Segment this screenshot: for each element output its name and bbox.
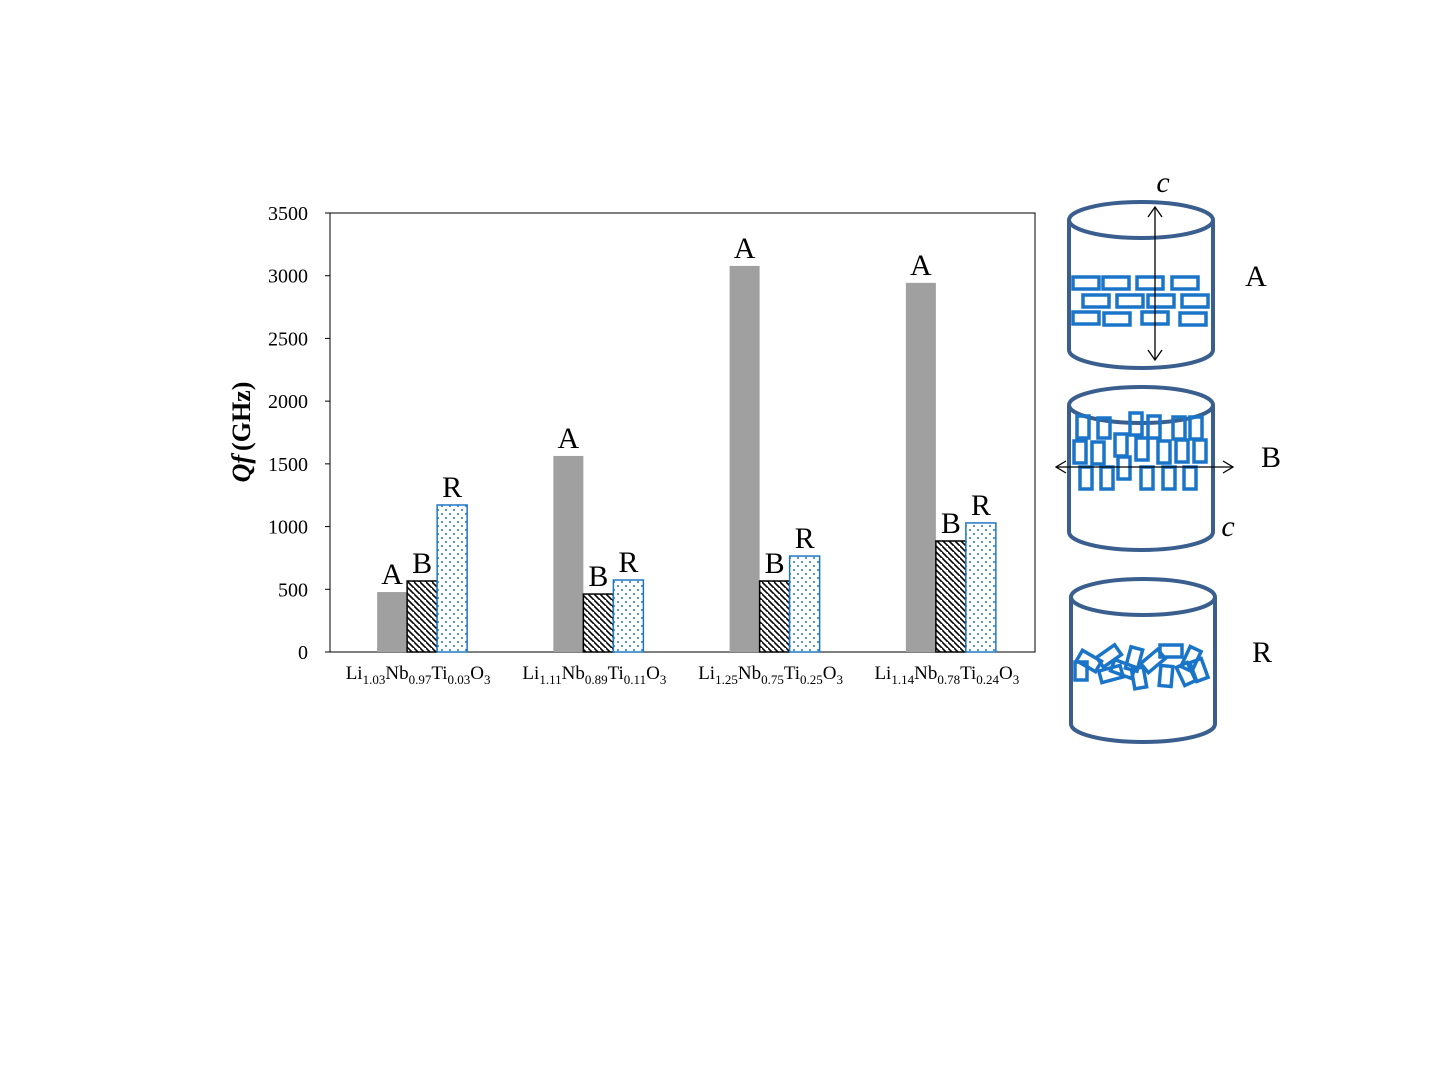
c-axis-label-b: c	[1221, 510, 1234, 543]
bar-label-b: B	[412, 547, 432, 580]
schematic-label-b: B	[1261, 441, 1281, 474]
c-axis-label-a: c	[1156, 166, 1169, 199]
bar-label-b: B	[588, 560, 608, 593]
bar-label-b: B	[941, 507, 961, 540]
x-tick-label: Li1.11Nb0.89Ti0.11O3	[522, 663, 666, 687]
bar-a-3	[729, 265, 760, 652]
bar-b-2	[582, 593, 615, 653]
x-tick-label: Li1.25Nb0.75Ti0.25O3	[698, 663, 843, 687]
schematic-label-a: A	[1245, 260, 1267, 293]
y-tick-label: 2500	[268, 328, 308, 350]
y-tick-label: 1000	[268, 517, 308, 539]
bar-label-a: A	[734, 232, 756, 265]
bar-a-4	[905, 282, 936, 652]
schematic-labels: c c A B R	[1156, 166, 1281, 669]
y-axis-label: Qf(GHz)	[227, 382, 256, 483]
bar-r-4	[965, 522, 997, 653]
bar-b-1	[406, 580, 438, 653]
bar-r-1	[436, 504, 468, 653]
bar-label-a: A	[910, 249, 932, 282]
bar-r-2	[612, 579, 645, 653]
bar-label-r: R	[442, 471, 462, 504]
y-tick-label: 2000	[268, 391, 308, 413]
plot-frame	[329, 212, 1036, 653]
bar-label-a: A	[381, 558, 403, 591]
orientation-schematic	[1054, 200, 1235, 744]
y-tick-label: 1500	[268, 454, 308, 476]
bar-label-b: B	[765, 547, 785, 580]
y-tick-label: 3500	[268, 203, 308, 225]
bar-label-r: R	[795, 522, 815, 555]
bar-label-a: A	[558, 422, 580, 455]
x-tick-label: Li1.14Nb0.78Ti0.24O3	[874, 663, 1019, 687]
y-tick-label: 0	[298, 642, 308, 664]
bar-b-4	[935, 540, 967, 653]
y-tick-label: 500	[278, 579, 308, 601]
bar-label-r: R	[971, 489, 991, 522]
cylinder-a	[1067, 200, 1215, 370]
schematic-label-r: R	[1252, 636, 1272, 669]
bar-label-r: R	[618, 546, 638, 579]
x-tick-label: Li1.03Nb0.97Ti0.03O3	[346, 663, 491, 687]
bar-a-2	[553, 455, 584, 652]
cylinder-r	[1069, 577, 1217, 744]
y-tick-label: 3000	[268, 266, 308, 288]
bar-b-3	[758, 580, 791, 653]
bar-a-1	[377, 592, 408, 652]
cylinder-b	[1054, 385, 1235, 552]
bar-r-3	[788, 555, 821, 653]
